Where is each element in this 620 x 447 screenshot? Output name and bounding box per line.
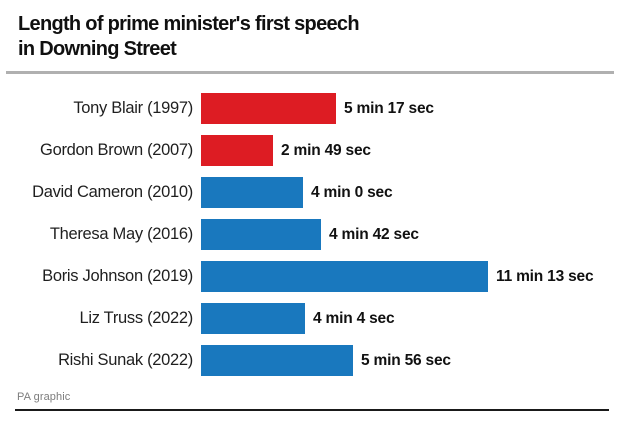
chart-title-line1: Length of prime minister's first speech	[18, 13, 360, 35]
value-label: 11 min 13 sec	[496, 267, 594, 285]
bar	[201, 135, 273, 166]
pm-label: Rishi Sunak (2022)	[58, 351, 193, 369]
bar	[201, 93, 336, 124]
pm-label: Tony Blair (1997)	[73, 99, 193, 117]
bar-row: Theresa May (2016) 4 min 42 sec	[17, 219, 603, 250]
pm-label: Boris Johnson (2019)	[42, 267, 193, 285]
source-credit: PA graphic	[17, 391, 71, 403]
bar	[201, 303, 305, 334]
value-label: 4 min 4 sec	[313, 309, 395, 327]
bar	[201, 219, 321, 250]
bar-row: David Cameron (2010) 4 min 0 sec	[17, 177, 603, 208]
bar-row: Rishi Sunak (2022) 5 min 56 sec	[17, 345, 603, 376]
value-label: 4 min 42 sec	[329, 225, 419, 243]
pm-label: Liz Truss (2022)	[79, 309, 194, 327]
bar-row: Boris Johnson (2019) 11 min 13 sec	[17, 261, 603, 292]
pm-label: David Cameron (2010)	[32, 183, 193, 201]
bar-row: Gordon Brown (2007) 2 min 49 sec	[17, 135, 603, 166]
value-label: 4 min 0 sec	[311, 183, 393, 201]
bar	[201, 261, 488, 292]
value-label: 5 min 17 sec	[344, 99, 434, 117]
bar-row: Tony Blair (1997) 5 min 17 sec	[17, 93, 603, 124]
bar	[201, 177, 303, 208]
value-label: 5 min 56 sec	[361, 351, 451, 369]
chart-title-line2: in Downing Street	[18, 38, 177, 60]
chart-title: Length of prime minister's first speech …	[18, 12, 603, 62]
pa-bar-chart-graphic: Length of prime minister's first speech …	[0, 12, 620, 447]
bottom-divider	[15, 409, 609, 411]
bar-row: Liz Truss (2022) 4 min 4 sec	[17, 303, 603, 334]
pm-label: Gordon Brown (2007)	[40, 141, 193, 159]
title-divider	[6, 71, 614, 74]
pm-label: Theresa May (2016)	[49, 225, 193, 243]
bar-chart: Tony Blair (1997) 5 min 17 sec Gordon Br…	[17, 93, 603, 376]
value-label: 2 min 49 sec	[281, 141, 371, 159]
bar	[201, 345, 353, 376]
